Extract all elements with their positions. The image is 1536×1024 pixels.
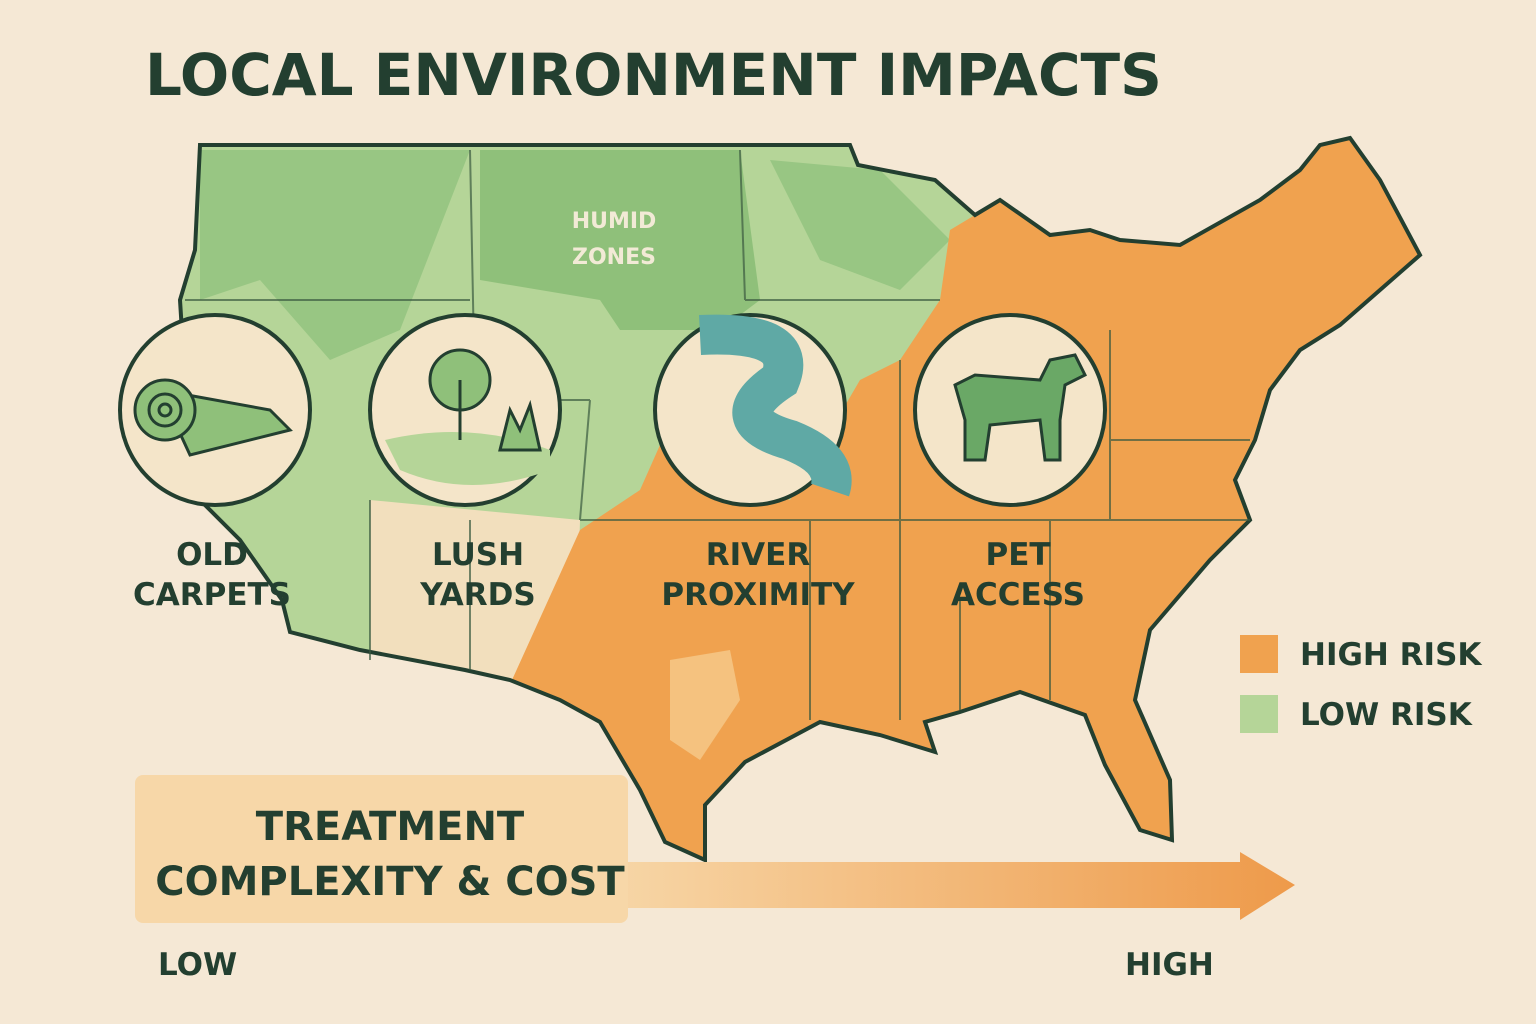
carpet-icon [133,378,293,457]
scale-title: TREATMENT [256,804,525,850]
legend-swatch [1240,695,1278,733]
factor-label: CARPETS [133,577,291,613]
legend-swatch [1240,635,1278,673]
legend-label: LOW RISK [1300,697,1473,733]
scale-arrow [600,852,1295,920]
factor-label: OLD [176,537,248,573]
factor-label: YARDS [419,577,535,613]
map-outline [177,135,1423,864]
river-icon [699,314,852,497]
scale-title: COMPLEXITY & COST [155,859,625,905]
region-label: HUMID [572,209,657,234]
factor-label: ACCESS [951,577,1085,613]
region-label: ZONES [572,245,656,270]
legend-label: HIGH RISK [1300,637,1482,673]
scale-high: HIGH [1125,947,1214,983]
title: LOCAL ENVIRONMENT IMPACTS [145,41,1162,109]
dog-icon [953,353,1088,462]
factor-label: PET [985,537,1050,573]
factor-label: PROXIMITY [661,577,855,613]
yard-icon [385,348,550,485]
factor-label: LUSH [432,537,524,573]
factor-label: RIVER [706,537,811,573]
scale-low: LOW [158,947,237,983]
scale-box [135,775,628,923]
